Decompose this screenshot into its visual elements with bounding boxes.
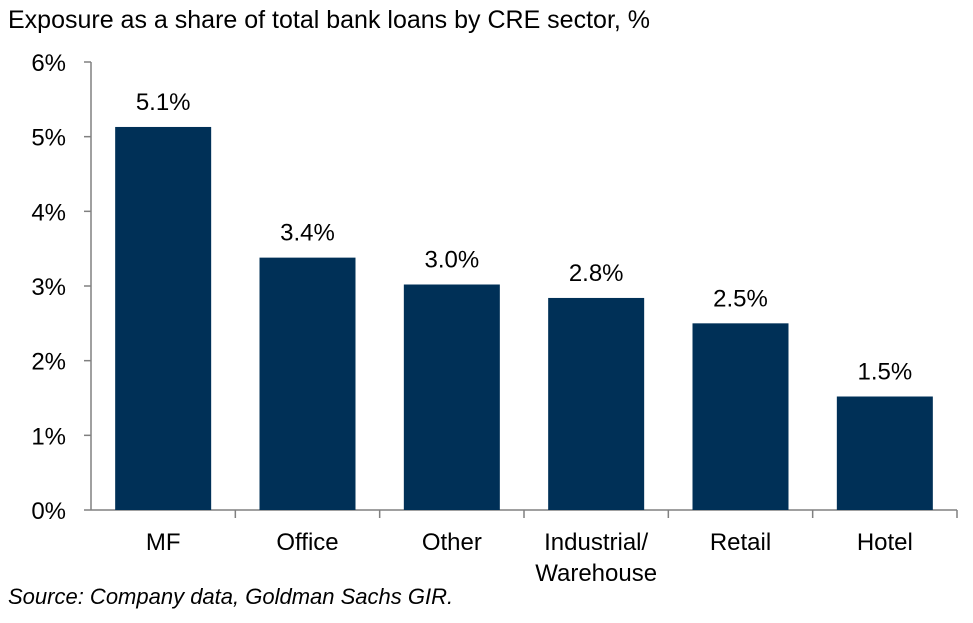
bar (836, 396, 933, 510)
bar (403, 284, 500, 510)
bar (692, 323, 789, 510)
x-tick-label: MF (146, 529, 181, 556)
x-tick-label: Office (276, 529, 338, 556)
data-label: 1.5% (857, 359, 912, 386)
x-tick-label: Warehouse (535, 560, 657, 587)
bar (548, 297, 645, 510)
y-tick-label: 6% (31, 50, 66, 77)
x-tick-label: Retail (710, 529, 771, 556)
x-tick-label: Hotel (857, 529, 913, 556)
data-label: 2.5% (713, 285, 768, 312)
data-label: 2.8% (569, 260, 624, 287)
data-label: 3.4% (280, 220, 335, 247)
y-tick-label: 1% (31, 423, 66, 450)
chart-title: Exposure as a share of total bank loans … (8, 6, 651, 34)
y-tick-label: 0% (31, 498, 66, 525)
y-tick-label: 5% (31, 125, 66, 152)
bar (259, 257, 356, 510)
data-label: 5.1% (136, 89, 191, 116)
y-tick-label: 2% (31, 349, 66, 376)
x-tick-label: Industrial/ (544, 529, 648, 556)
data-label: 3.0% (424, 247, 479, 274)
x-tick-label: Other (422, 529, 482, 556)
y-tick-label: 3% (31, 274, 66, 301)
y-tick-label: 4% (31, 199, 66, 226)
bar (115, 126, 212, 511)
source-note: Source: Company data, Goldman Sachs GIR. (8, 584, 454, 609)
